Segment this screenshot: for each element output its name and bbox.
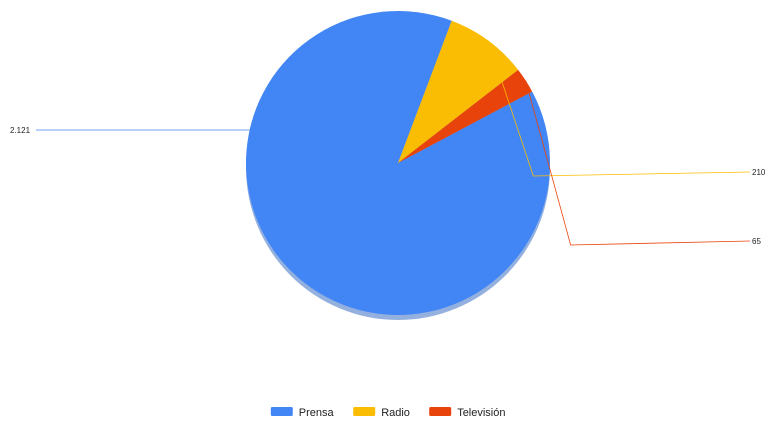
leader-line-radio bbox=[487, 40, 751, 177]
leader-line-television bbox=[525, 80, 751, 246]
legend-item-prensa: Prensa bbox=[270, 407, 335, 419]
value-label-radio: 210 bbox=[752, 168, 766, 177]
legend-label-radio: Radio bbox=[381, 407, 410, 419]
legend-label-television: Televisión bbox=[457, 407, 505, 419]
legend-swatch-prensa bbox=[270, 407, 293, 416]
legend-swatch-radio bbox=[353, 407, 376, 416]
legend: Prensa Radio Televisión bbox=[270, 407, 506, 419]
legend-label-prensa: Prensa bbox=[299, 407, 335, 419]
pie-slice-prensa bbox=[246, 10, 550, 315]
pie-slice-radio bbox=[398, 20, 519, 163]
leader-line-prensa bbox=[36, 129, 298, 278]
leader-lines bbox=[36, 40, 751, 278]
pie-slices bbox=[246, 10, 550, 315]
legend-item-television: Televisión bbox=[429, 407, 506, 419]
value-label-television: 65 bbox=[752, 237, 761, 246]
value-labels: 2.121 210 65 bbox=[10, 126, 766, 246]
value-label-prensa: 2.121 bbox=[10, 126, 31, 135]
legend-swatch-television bbox=[429, 407, 452, 416]
legend-item-radio: Radio bbox=[353, 407, 410, 419]
pie-slice-television bbox=[398, 69, 533, 163]
